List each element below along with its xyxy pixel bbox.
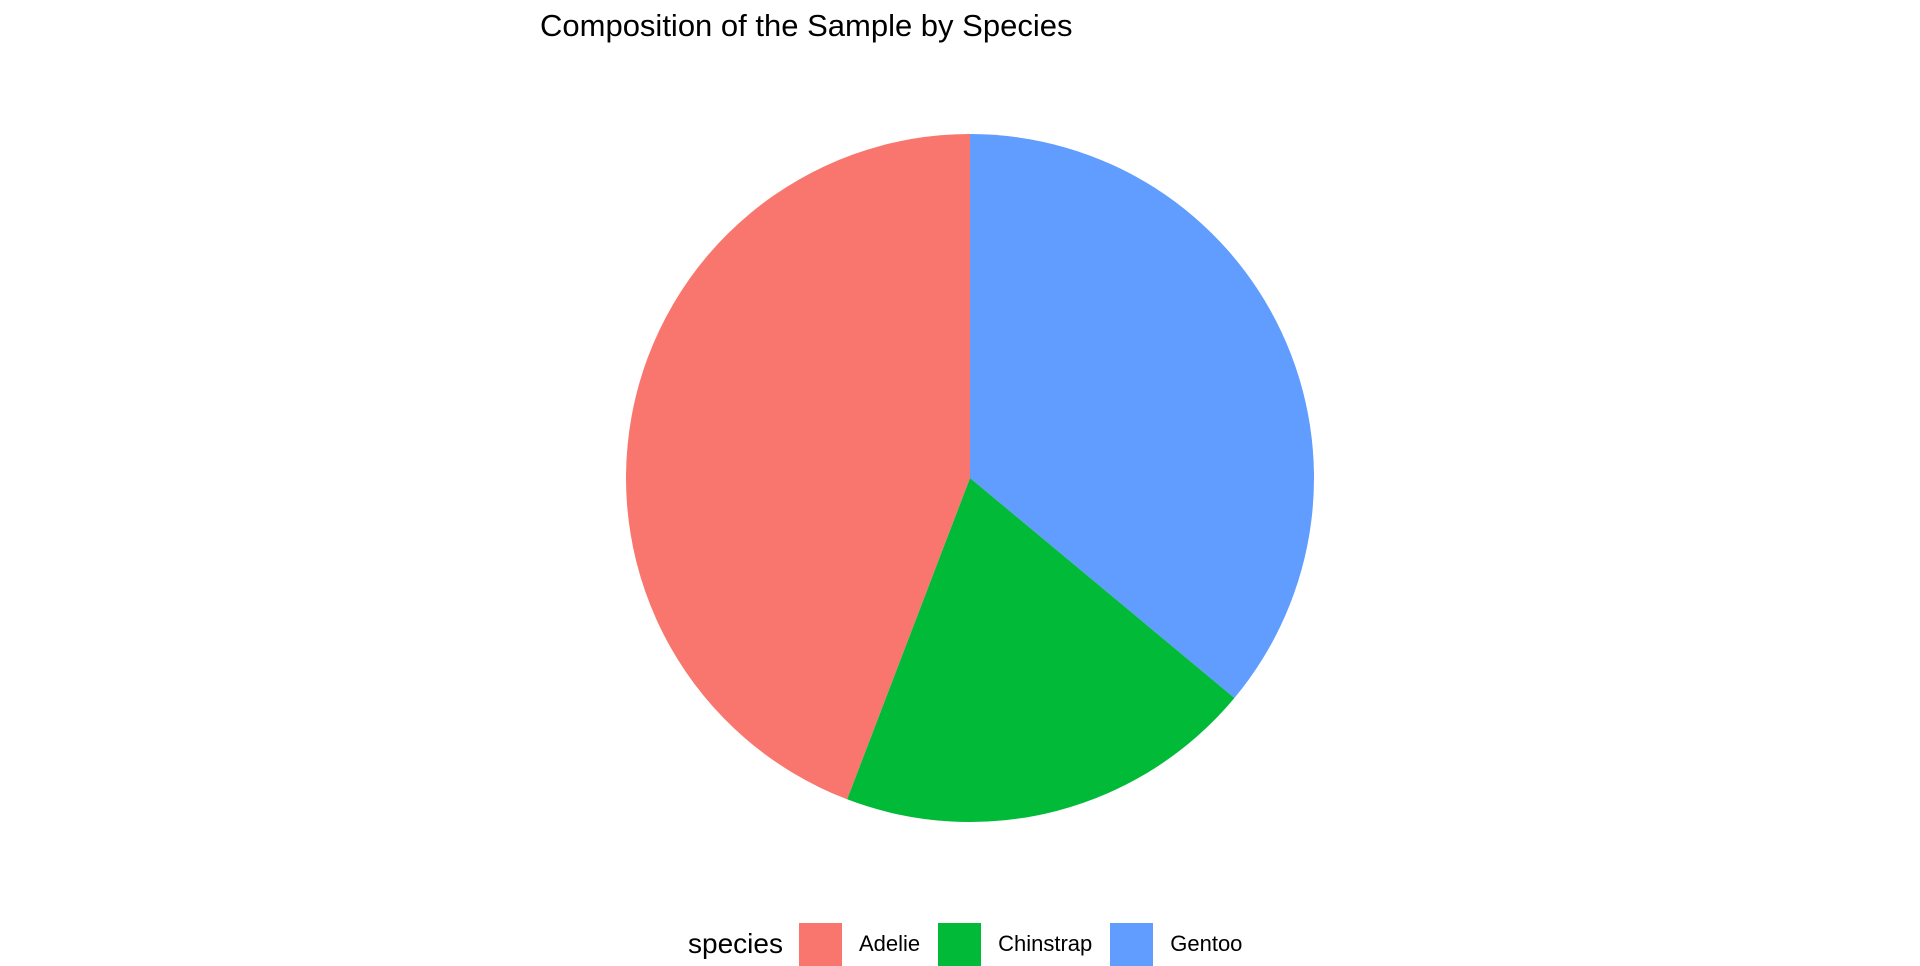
legend-swatch-chinstrap (938, 922, 982, 966)
legend-label-gentoo: Gentoo (1170, 931, 1243, 956)
pie-slice-adelie (626, 134, 970, 800)
legend-item-chinstrap: Chinstrap (938, 922, 1093, 966)
legend-label-chinstrap: Chinstrap (998, 931, 1093, 956)
legend-item-gentoo: Gentoo (1110, 922, 1243, 966)
pie-slice-chinstrap (847, 478, 1235, 822)
legend: species Adelie Chinstrap Gentoo (688, 922, 1260, 966)
legend-title: species (688, 928, 783, 959)
chart-title: Composition of the Sample by Species (540, 8, 1073, 43)
legend-label-adelie: Adelie (858, 931, 921, 956)
legend-swatch-gentoo (1110, 922, 1154, 966)
legend-swatch-adelie (798, 922, 842, 966)
legend-item-adelie: Adelie (798, 922, 921, 966)
pie-slice-gentoo (970, 134, 1315, 699)
